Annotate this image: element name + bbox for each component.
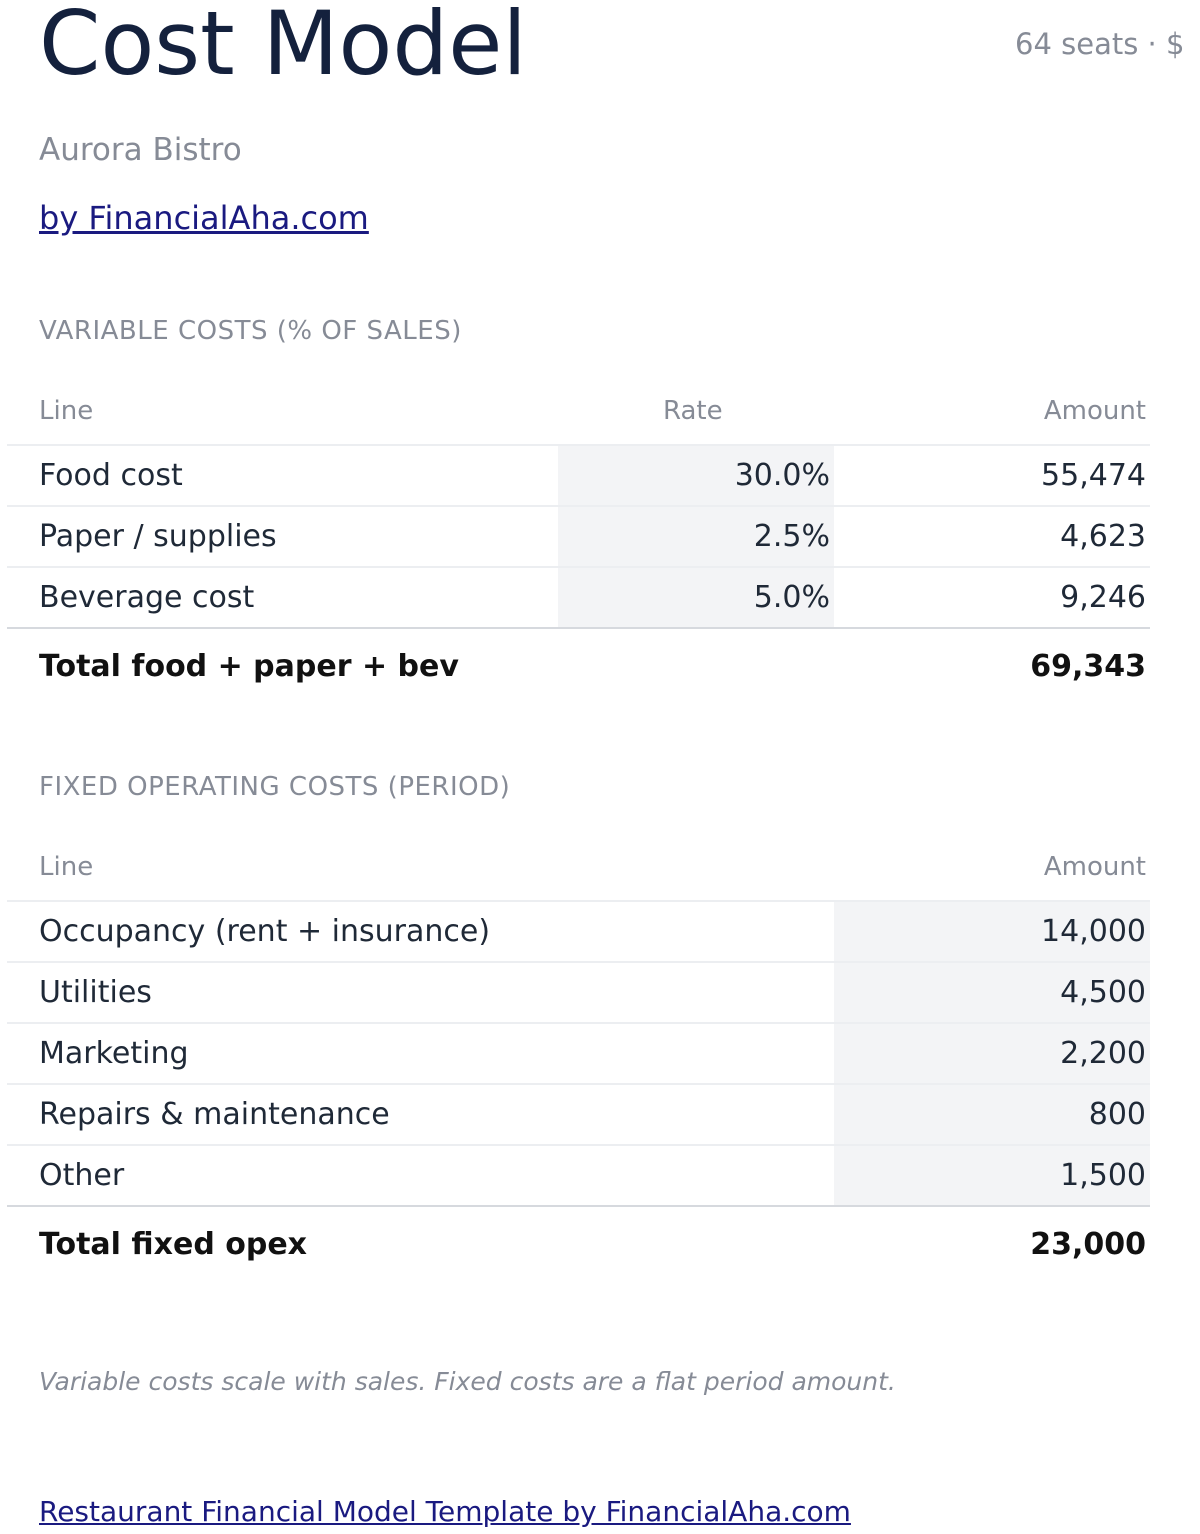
row-line-label: Repairs & maintenance	[39, 1097, 390, 1132]
footer-link[interactable]: Restaurant Financial Model Template by F…	[39, 1495, 851, 1528]
column-header-line: Line	[39, 852, 94, 882]
variable-costs-header-row: Line Rate Amount	[7, 384, 1150, 444]
seats-price-meta: 64 seats · $	[1015, 27, 1185, 61]
amount-input-cell[interactable]	[834, 963, 1150, 1022]
column-header-amount: Amount	[1043, 396, 1146, 426]
total-label: Total food + paper + bev	[39, 649, 459, 684]
rate-input-cell[interactable]	[558, 446, 834, 505]
fixed-costs-total-row: Total fixed opex 23,000	[7, 1205, 1150, 1275]
row-line-label: Marketing	[39, 1036, 189, 1071]
variable-costs-section-label: VARIABLE COSTS (% OF SALES)	[39, 316, 462, 346]
row-rate-value[interactable]: 30.0%	[734, 458, 830, 493]
fixed-costs-header-row: Line Amount	[7, 840, 1150, 900]
row-amount-value[interactable]: 800	[1088, 1097, 1146, 1132]
rate-input-cell[interactable]	[558, 507, 834, 566]
row-amount-value[interactable]: 14,000	[1041, 914, 1146, 949]
row-line-label: Occupancy (rent + insurance)	[39, 914, 491, 949]
row-amount-value: 9,246	[1060, 580, 1146, 615]
row-rate-value[interactable]: 5.0%	[753, 580, 830, 615]
row-line-label: Utilities	[39, 975, 152, 1010]
fixed-costs-section-label: FIXED OPERATING COSTS (PERIOD)	[39, 772, 511, 802]
table-row: Utilities 4,500	[7, 961, 1150, 1022]
row-amount-value[interactable]: 2,200	[1060, 1036, 1146, 1071]
amount-input-cell[interactable]	[834, 902, 1150, 961]
column-header-rate: Rate	[663, 396, 723, 426]
table-row: Marketing 2,200	[7, 1022, 1150, 1083]
table-row: Paper / supplies 2.5% 4,623	[7, 505, 1150, 566]
byline-link[interactable]: by FinancialAha.com	[39, 199, 369, 237]
amount-input-cell[interactable]	[834, 1024, 1150, 1083]
fixed-costs-table: Line Amount Occupancy (rent + insurance)…	[7, 840, 1150, 1275]
row-rate-value[interactable]: 2.5%	[753, 519, 830, 554]
column-header-amount: Amount	[1043, 852, 1146, 882]
row-line-label: Other	[39, 1158, 125, 1193]
table-row: Other 1,500	[7, 1144, 1150, 1205]
footnote: Variable costs scale with sales. Fixed c…	[39, 1367, 896, 1396]
row-amount-value: 4,623	[1060, 519, 1146, 554]
row-amount-value[interactable]: 4,500	[1060, 975, 1146, 1010]
row-line-label: Paper / supplies	[39, 519, 277, 554]
total-label: Total fixed opex	[39, 1227, 308, 1262]
row-line-label: Beverage cost	[39, 580, 255, 615]
rate-input-cell[interactable]	[558, 568, 834, 627]
table-row: Occupancy (rent + insurance) 14,000	[7, 900, 1150, 961]
table-row: Food cost 30.0% 55,474	[7, 444, 1150, 505]
variable-costs-table: Line Rate Amount Food cost 30.0% 55,474 …	[7, 384, 1150, 697]
row-line-label: Food cost	[39, 458, 183, 493]
page-title: Cost Model	[39, 0, 527, 95]
table-row: Beverage cost 5.0% 9,246	[7, 566, 1150, 627]
row-amount-value: 55,474	[1041, 458, 1146, 493]
total-amount: 23,000	[1030, 1227, 1146, 1262]
row-amount-value[interactable]: 1,500	[1060, 1158, 1146, 1193]
amount-input-cell[interactable]	[834, 1146, 1150, 1205]
restaurant-name: Aurora Bistro	[39, 132, 242, 168]
total-amount: 69,343	[1030, 649, 1146, 684]
column-header-line: Line	[39, 396, 94, 426]
variable-costs-total-row: Total food + paper + bev 69,343	[7, 627, 1150, 697]
amount-input-cell[interactable]	[834, 1085, 1150, 1144]
table-row: Repairs & maintenance 800	[7, 1083, 1150, 1144]
